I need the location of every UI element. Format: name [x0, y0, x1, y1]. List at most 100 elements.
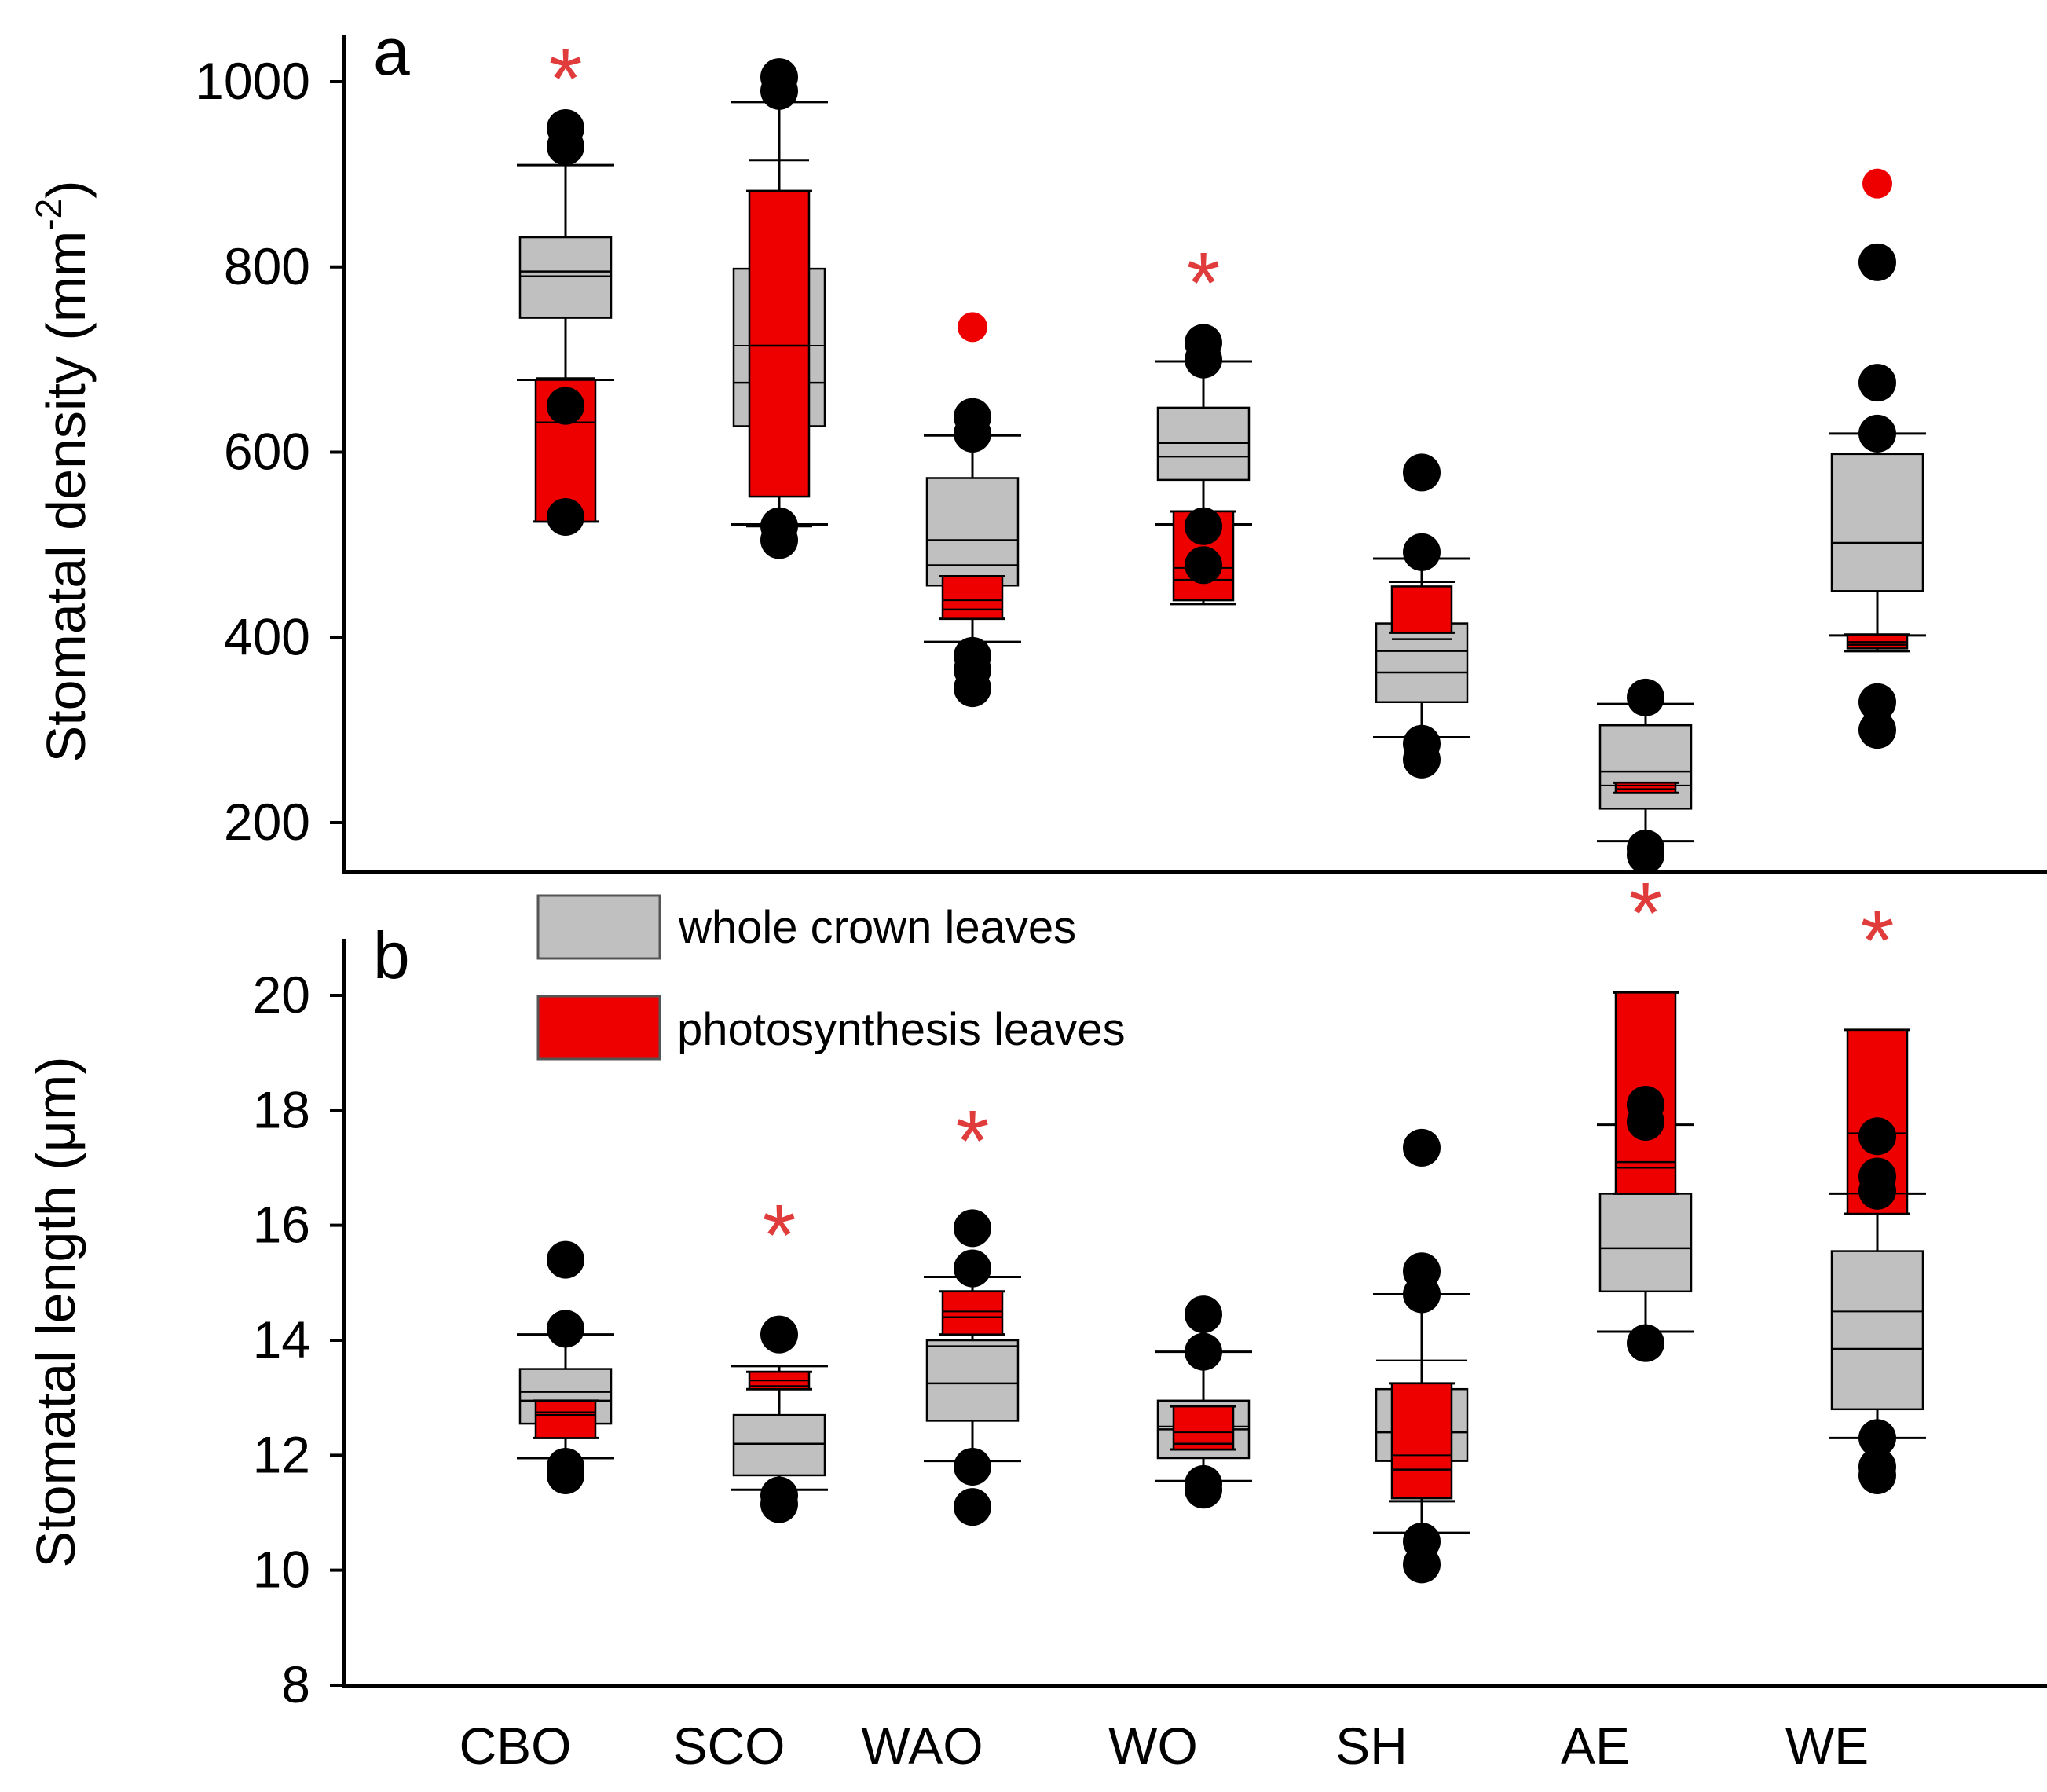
panel-b-significance-star-WE: * [1861, 892, 1895, 989]
panel-b-outlier-SH [1403, 1252, 1441, 1291]
panel-b-outlier-SH [1403, 1545, 1441, 1584]
panel-a-y-tick-label: 800 [224, 237, 310, 295]
panel-a-y-tick-label: 600 [224, 423, 310, 481]
panel-b-outlier-AE [1627, 1086, 1664, 1124]
panel-a-photo-SCO-box [748, 189, 811, 498]
panel-a-y-tick-label: 400 [224, 607, 310, 665]
panel-b-y-tick-label: 20 [253, 966, 310, 1024]
panel-b-photo-WAO-box [941, 1290, 1004, 1336]
panel-a-photo-SH-box [1390, 585, 1453, 634]
panel-b-outlier-WAO [954, 1447, 991, 1486]
x-category-label-CBO: CBO [459, 1717, 571, 1775]
panel-a-photo-AE-box [1614, 782, 1677, 794]
panel-a-outlier-CBO [547, 498, 584, 537]
panel-a-label: a [373, 15, 410, 89]
panel-b-y-title: Stomatal length (μm) [25, 1056, 86, 1567]
panel-a-y-title-end: ) [35, 180, 97, 198]
panel-a-outlier-WE [1858, 683, 1896, 721]
panel-a-whole-WAO-box [925, 477, 1020, 587]
panel-b-whole-AE-box [1598, 1193, 1693, 1293]
panel-a-outlier-WO [1185, 546, 1222, 585]
panel-a-whole-CBO-box [518, 236, 613, 319]
panel-b-outlier-SCO [760, 1315, 798, 1354]
panel-a-outlier-WE [1862, 168, 1892, 199]
panel-a-significance-star-CBO: * [549, 31, 583, 127]
legend-label-whole: whole crown leaves [678, 902, 1076, 953]
panel-b-outlier-AE [1627, 1324, 1664, 1362]
panel-b-label: b [373, 918, 410, 992]
panel-b-photo-CBO-box [534, 1399, 597, 1439]
panel-b-significance-star-WAO: * [956, 1093, 990, 1189]
panel-b-outlier-WE [1858, 1419, 1896, 1457]
panel-a-whole-SH-box [1375, 622, 1469, 704]
panel-a-outlier-WE [1858, 711, 1896, 749]
panel-b-whole-SCO-box [732, 1413, 826, 1477]
panel-a-outlier-WE [1858, 364, 1896, 402]
panel-b-outlier-WO [1185, 1332, 1222, 1371]
panel-b-outlier-WAO [954, 1249, 991, 1288]
panel-b-y-tick-label: 16 [253, 1196, 310, 1254]
panel-b-outlier-WE [1858, 1456, 1896, 1494]
panel-a-y-title: Stomatal density (mm-2) [28, 180, 97, 762]
panel-a-whole-AE-box [1598, 724, 1693, 810]
panel-b-outlier-WO [1185, 1471, 1222, 1509]
panel-b-outlier-SH [1403, 1128, 1441, 1167]
panel-b-y-tick-label: 12 [253, 1425, 310, 1483]
panel-b-outlier-WE [1858, 1157, 1896, 1196]
panel-b-significance-star-AE: * [1629, 865, 1663, 962]
panel-b-significance-star-SCO: * [763, 1187, 796, 1284]
panel-a-outlier-SH [1403, 453, 1441, 492]
panel-a-outlier-CBO [547, 108, 584, 147]
panel-b-y-tick-label: 10 [253, 1541, 310, 1599]
legend-label-photo: photosynthesis leaves [677, 1004, 1126, 1055]
panel-b-y-tick-label: 18 [253, 1080, 310, 1138]
panel-b-outlier-SCO [760, 1485, 798, 1523]
x-category-label-SH: SH [1335, 1717, 1408, 1775]
panel-b-y-tick-label: 14 [253, 1310, 310, 1369]
panel-a-y-title-main: Stomatal density (mm [35, 231, 97, 763]
panel-b-photo-SH-box [1390, 1382, 1453, 1500]
x-category-label-AE: AE [1561, 1717, 1630, 1775]
panel-a-outlier-WE [1858, 414, 1896, 453]
panel-a-photo-WAO-box [941, 575, 1004, 620]
panel-b-outlier-WAO [954, 1209, 991, 1248]
panel-a-y-tick-label: 200 [224, 793, 310, 851]
panel-a-outlier-SCO [760, 58, 798, 97]
panel-b-outlier-CBO [547, 1310, 584, 1348]
panel-a-outlier-WAO [954, 398, 991, 436]
x-category-label-WO: WO [1108, 1717, 1198, 1775]
panel-a-outlier-AE [1627, 836, 1664, 874]
panel-a-outlier-WAO [958, 312, 987, 343]
panel-a-y-title-sup: -2 [28, 199, 69, 231]
panel-a-outlier-WE [1858, 243, 1896, 281]
panel-b-outlier-CBO [547, 1240, 584, 1279]
panel-a-outlier-CBO [547, 387, 584, 425]
panel-a-outlier-SCO [760, 507, 798, 545]
panel-b-outlier-CBO [547, 1447, 584, 1486]
panel-b-whole-WAO-box [925, 1339, 1020, 1422]
x-category-label-WAO: WAO [861, 1717, 983, 1775]
panel-a-y-tick-label: 1000 [195, 52, 310, 110]
panel-a-outlier-AE [1627, 678, 1664, 716]
panel-b-y-tick-label: 8 [281, 1655, 310, 1713]
panel-a-outlier-WAO [954, 669, 991, 708]
legend-swatch-photo [536, 995, 661, 1061]
panel-a-outlier-WO [1185, 507, 1222, 545]
x-category-label-SCO: SCO [672, 1717, 785, 1775]
legend: whole crown leaves photosynthesis leaves [536, 894, 1126, 1061]
legend-swatch-whole [536, 894, 661, 960]
x-category-label-WE: WE [1785, 1717, 1869, 1775]
chart-marks: 200 400 600 800 1000 * * 8 10 12 14 16 18 20 * * * * CBO SC… [195, 31, 1926, 1775]
panel-a-whole-WE-box [1830, 453, 1924, 592]
panel-b-whole-WE-box [1830, 1250, 1924, 1411]
panel-b-outlier-WO [1185, 1295, 1222, 1334]
panel-b-axes [342, 939, 2047, 1688]
panel-a-significance-star-WO: * [1187, 235, 1221, 332]
panel-b-photo-WO-box [1172, 1405, 1235, 1451]
panel-a-outlier-SH [1403, 740, 1441, 779]
panel-a-outlier-SH [1403, 533, 1441, 571]
panel-a-outlier-WO [1185, 324, 1222, 362]
panel-a-axes [342, 35, 2047, 874]
panel-b-outlier-WE [1858, 1117, 1896, 1156]
